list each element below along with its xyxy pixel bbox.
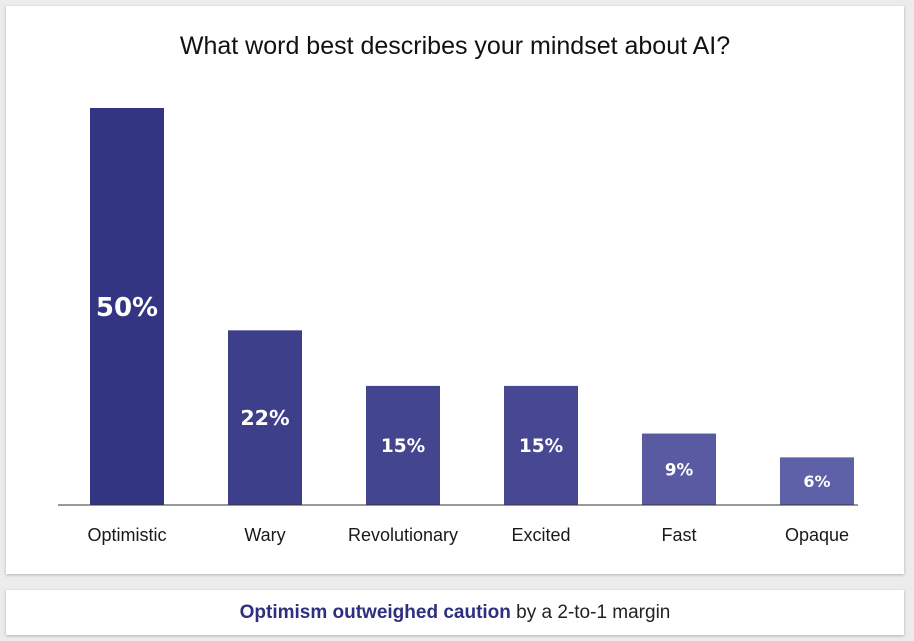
bar-chart: 50% Optimistic 22% Wary 15% Revolutionary 15% E… <box>58 108 858 545</box>
category-label: Fast <box>661 525 696 545</box>
category-label: Wary <box>244 525 285 545</box>
bar-value-label: 22% <box>240 406 289 430</box>
bar-revolutionary <box>366 385 440 505</box>
chart-title: What word best describes your mindset ab… <box>179 32 731 60</box>
bar-excited <box>504 385 578 505</box>
bar-fast <box>642 433 716 505</box>
category-label: Revolutionary <box>348 525 458 545</box>
bar-opaque <box>780 457 854 505</box>
category-label: Excited <box>511 525 570 545</box>
bars-layer <box>90 108 854 505</box>
chart-card: What word best describes your mindset ab… <box>6 6 904 574</box>
category-label: Optimistic <box>87 525 166 545</box>
bar-value-label: 6% <box>803 472 830 491</box>
footer-caption: Optimism outweighed caution by a 2-to-1 … <box>6 590 904 635</box>
bar-value-label: 15% <box>381 436 425 457</box>
bar-value-label: 50% <box>96 293 158 323</box>
bar-value-label: 9% <box>665 459 694 479</box>
footer-card: Optimism outweighed caution by a 2-to-1 … <box>6 590 904 635</box>
bar-wary <box>228 330 302 505</box>
footer-highlight: Optimism outweighed caution <box>239 602 511 623</box>
footer-rest: by a 2-to-1 margin <box>510 602 671 623</box>
category-label: Opaque <box>785 525 849 545</box>
labels-layer: 50% Optimistic 22% Wary 15% Revolutionary 15% E… <box>87 293 849 545</box>
bar-value-label: 15% <box>519 436 563 457</box>
bar-optimistic <box>90 108 164 505</box>
